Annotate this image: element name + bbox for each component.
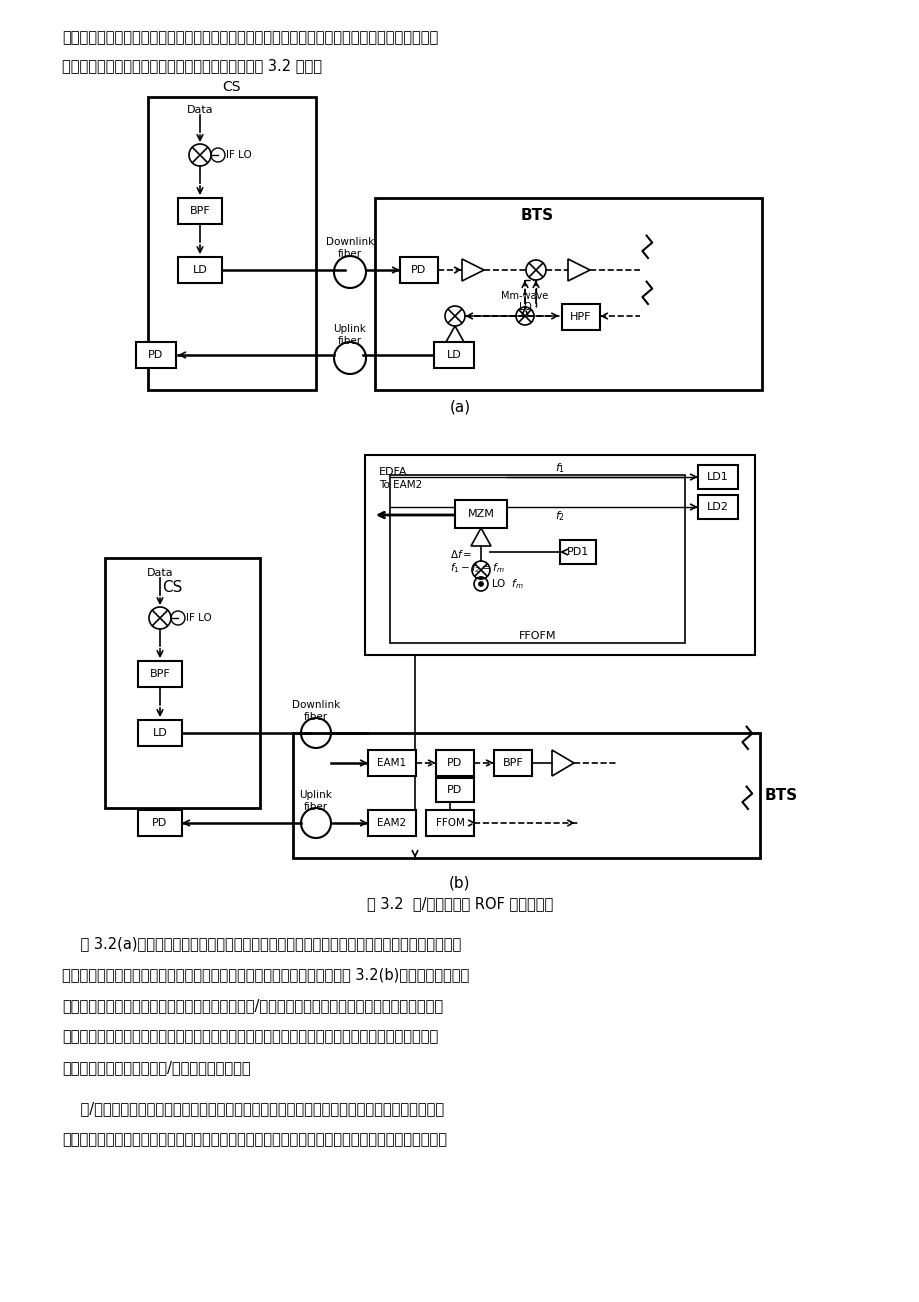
Bar [148, 98, 315, 391]
Text: BTS: BTS [765, 788, 798, 803]
Text: 变频效率不高，基站中需要毫米波本振和毫米波混频器，或者需要两个激光器差拍得到毫米波信号，: 变频效率不高，基站中需要毫米波本振和毫米波混频器，或者需要两个激光器差拍得到毫米… [62, 1131, 447, 1147]
Bar [390, 475, 685, 643]
Text: CS: CS [162, 581, 183, 595]
Text: FFOFM: FFOFM [518, 631, 556, 641]
Bar [436, 779, 473, 802]
Bar [455, 500, 506, 529]
Bar [562, 303, 599, 329]
Text: PD: PD [153, 818, 167, 828]
Text: 位噪声的毫米波信号作为上/下变频的本振信号。: 位噪声的毫米波信号作为上/下变频的本振信号。 [62, 1060, 250, 1075]
Text: FFOM: FFOM [435, 818, 464, 828]
Text: PD: PD [148, 350, 164, 359]
Text: PD: PD [411, 266, 426, 275]
Bar [138, 720, 182, 746]
Text: (b): (b) [448, 876, 471, 891]
Text: 与基站中的毫米波本振源直接混频，将中频副载波上变频到毫米波频段。图 3.2(b)是以光的方式实现: 与基站中的毫米波本振源直接混频，将中频副载波上变频到毫米波频段。图 3.2(b)… [62, 967, 469, 982]
Text: 可以在电信号域实现，又可以在光信号域实现，如图 3.2 所示。: 可以在电信号域实现，又可以在光信号域实现，如图 3.2 所示。 [62, 59, 322, 73]
Bar [698, 495, 737, 519]
Text: PD: PD [447, 758, 462, 768]
Bar [138, 810, 182, 836]
Text: 图 3.2  上/下变频技术 ROF 系统结构图: 图 3.2 上/下变频技术 ROF 系统结构图 [367, 896, 552, 911]
Bar [138, 661, 182, 687]
Text: Mm-wave: Mm-wave [501, 292, 548, 301]
Text: LD1: LD1 [707, 473, 728, 482]
Text: IF LO: IF LO [226, 150, 252, 160]
Text: (a): (a) [449, 400, 470, 415]
Text: LD: LD [153, 728, 167, 738]
Text: $f_1$: $f_1$ [554, 461, 564, 475]
Text: Uplink
fiber: Uplink fiber [334, 324, 366, 346]
Bar [494, 750, 531, 776]
Text: PD: PD [447, 785, 462, 796]
Text: IF LO: IF LO [186, 613, 211, 622]
Bar [105, 559, 260, 809]
Text: $f_2$: $f_2$ [554, 509, 564, 523]
Text: PD1: PD1 [566, 547, 588, 557]
Bar [292, 733, 759, 858]
Text: 调制模块产生。这个光模块包括了两个独立的相位噪声相关的激光器，用两路光波差拍生成的低相: 调制模块产生。这个光模块包括了两个独立的相位噪声相关的激光器，用两路光波差拍生成… [62, 1029, 437, 1044]
Text: EDFA: EDFA [379, 467, 407, 477]
Text: LD: LD [446, 350, 460, 359]
Text: LD: LD [192, 266, 207, 275]
Bar [434, 342, 473, 368]
Text: LO: LO [518, 302, 531, 312]
Text: CS: CS [222, 79, 241, 94]
Text: Data: Data [187, 105, 213, 115]
Bar [400, 256, 437, 283]
Bar [177, 256, 221, 283]
Bar [136, 342, 176, 368]
Text: 号的下变频，分别应用于基站的下行链路和上行链路。实现上变频和下变频有两种不同的技术，既: 号的下变频，分别应用于基站的下行链路和上行链路。实现上变频和下变频有两种不同的技… [62, 30, 437, 46]
Bar [436, 750, 473, 776]
Text: LD2: LD2 [707, 503, 728, 512]
Text: $f_1-f_2=f_m$: $f_1-f_2=f_m$ [449, 561, 505, 574]
Bar [375, 198, 761, 391]
Text: 上/下变频技术使得光纤链路中传输的是中频副载波信号，因而受光纤色散的影响小，但缺点是: 上/下变频技术使得光纤链路中传输的是中频副载波信号，因而受光纤色散的影响小，但缺… [62, 1101, 444, 1116]
Text: EAM1: EAM1 [377, 758, 406, 768]
Bar [425, 810, 473, 836]
Text: Data: Data [146, 568, 173, 578]
Bar [365, 454, 754, 655]
Bar [560, 540, 596, 564]
Bar [368, 810, 415, 836]
Text: BPF: BPF [189, 206, 210, 216]
Text: BPF: BPF [150, 669, 170, 680]
Text: BTS: BTS [520, 208, 553, 224]
Text: Downlink
fiber: Downlink fiber [325, 237, 374, 259]
Bar [698, 465, 737, 490]
Text: HPF: HPF [570, 312, 591, 322]
Text: EAM2: EAM2 [377, 818, 406, 828]
Bar [368, 750, 415, 776]
Circle shape [478, 582, 483, 586]
Text: 上下变频，在基站中不使用电的毫米波本振源，上/下变频所需要的毫米波载波用一个前向反馈光场: 上下变频，在基站中不使用电的毫米波本振源，上/下变频所需要的毫米波载波用一个前向… [62, 999, 443, 1013]
Text: Uplink
fiber: Uplink fiber [300, 790, 332, 812]
Text: 图 3.2(a)是以电的方式实现上下变频的系统结构，在基站中经探测器直接提取中频副载波，并: 图 3.2(a)是以电的方式实现上下变频的系统结构，在基站中经探测器直接提取中频… [62, 936, 460, 950]
Text: BPF: BPF [502, 758, 523, 768]
Text: LO  $f_m$: LO $f_m$ [491, 577, 523, 591]
Text: $\Delta f =$: $\Delta f =$ [449, 548, 471, 560]
Text: Downlink
fiber: Downlink fiber [291, 700, 340, 721]
Bar [177, 198, 221, 224]
Text: To EAM2: To EAM2 [379, 480, 422, 490]
Text: MZM: MZM [467, 509, 494, 519]
